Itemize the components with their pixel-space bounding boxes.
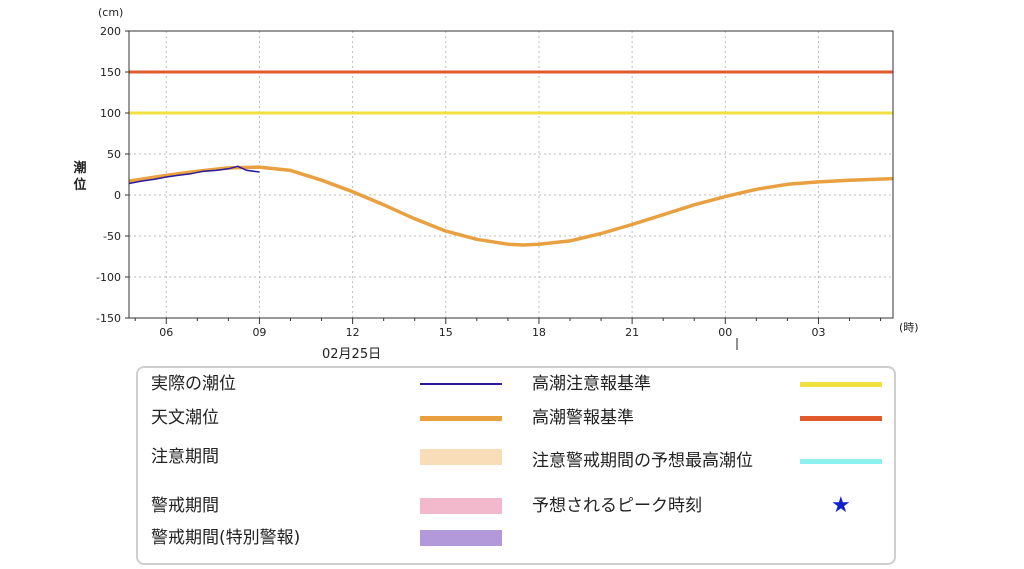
plot-frame [128, 30, 894, 319]
legend-label: 天文潮位 [151, 408, 219, 428]
legend-label: 予想されるピーク時刻 [532, 496, 702, 516]
date-label: 02月25日 [322, 347, 381, 362]
chart-grid [129, 30, 893, 319]
x-unit-label: (時) [899, 321, 919, 334]
legend-swatch [420, 383, 502, 385]
legend-label: 注意期間 [151, 447, 219, 467]
y-axis-label-char: 潮 [73, 160, 86, 176]
reference-lines [129, 70, 893, 115]
observed-tide-line [128, 165, 260, 185]
legend-label: 警戒期間 [151, 496, 219, 516]
x-tick-label: 03 [811, 326, 825, 339]
x-tick-label: 00 [718, 326, 732, 339]
legend-swatch [420, 498, 502, 514]
series-lines [128, 165, 894, 247]
y-axis-ticks: 200 150 100 50 0 -50 -100 -150 潮位 [73, 25, 129, 325]
x-tick-label: 12 [346, 326, 360, 339]
y-tick-label: 200 [100, 25, 121, 38]
legend-swatch [800, 415, 882, 421]
legend-swatch [800, 381, 882, 387]
legend-label: 実際の潮位 [151, 374, 236, 394]
x-tick-label: 18 [532, 326, 546, 339]
legend-label: 注意警戒期間の予想最高潮位 [532, 451, 753, 471]
tide-chart: 200 150 100 50 0 -50 -100 -150 潮位 06 09 12 15 18 21 00… [73, 6, 919, 362]
legend-label: 高潮注意報基準 [532, 374, 651, 394]
y-axis-label-char: 位 [73, 177, 86, 193]
y-unit-label: (cm) [98, 6, 123, 19]
legend-label: 警戒期間(特別警報) [151, 528, 301, 548]
chart-legend: 実際の潮位天文潮位注意期間警戒期間警戒期間(特別警報) 高潮注意報基準 高潮警報基準… [136, 366, 896, 565]
legend-label: 高潮警報基準 [532, 408, 634, 428]
y-tick-label: 50 [107, 148, 121, 161]
y-tick-label: -50 [103, 230, 121, 243]
astronomical-tide-line [128, 165, 894, 247]
legend-swatch [800, 458, 882, 464]
x-axis-ticks: 06 09 12 15 18 21 00 03 [134, 318, 882, 339]
y-tick-label: 150 [100, 66, 121, 79]
x-tick-label: 09 [252, 326, 266, 339]
x-tick-label: 21 [625, 326, 639, 339]
y-tick-label: 100 [100, 107, 121, 120]
x-tick-label: 15 [439, 326, 453, 339]
legend-swatch [420, 415, 502, 421]
x-tick-label: 06 [159, 326, 173, 339]
legend-swatch [420, 449, 502, 465]
y-tick-label: -150 [96, 312, 121, 325]
legend-swatch [420, 530, 502, 546]
star-icon: ★ [831, 493, 851, 518]
y-tick-label: -100 [96, 271, 121, 284]
y-tick-label: 0 [114, 189, 121, 202]
